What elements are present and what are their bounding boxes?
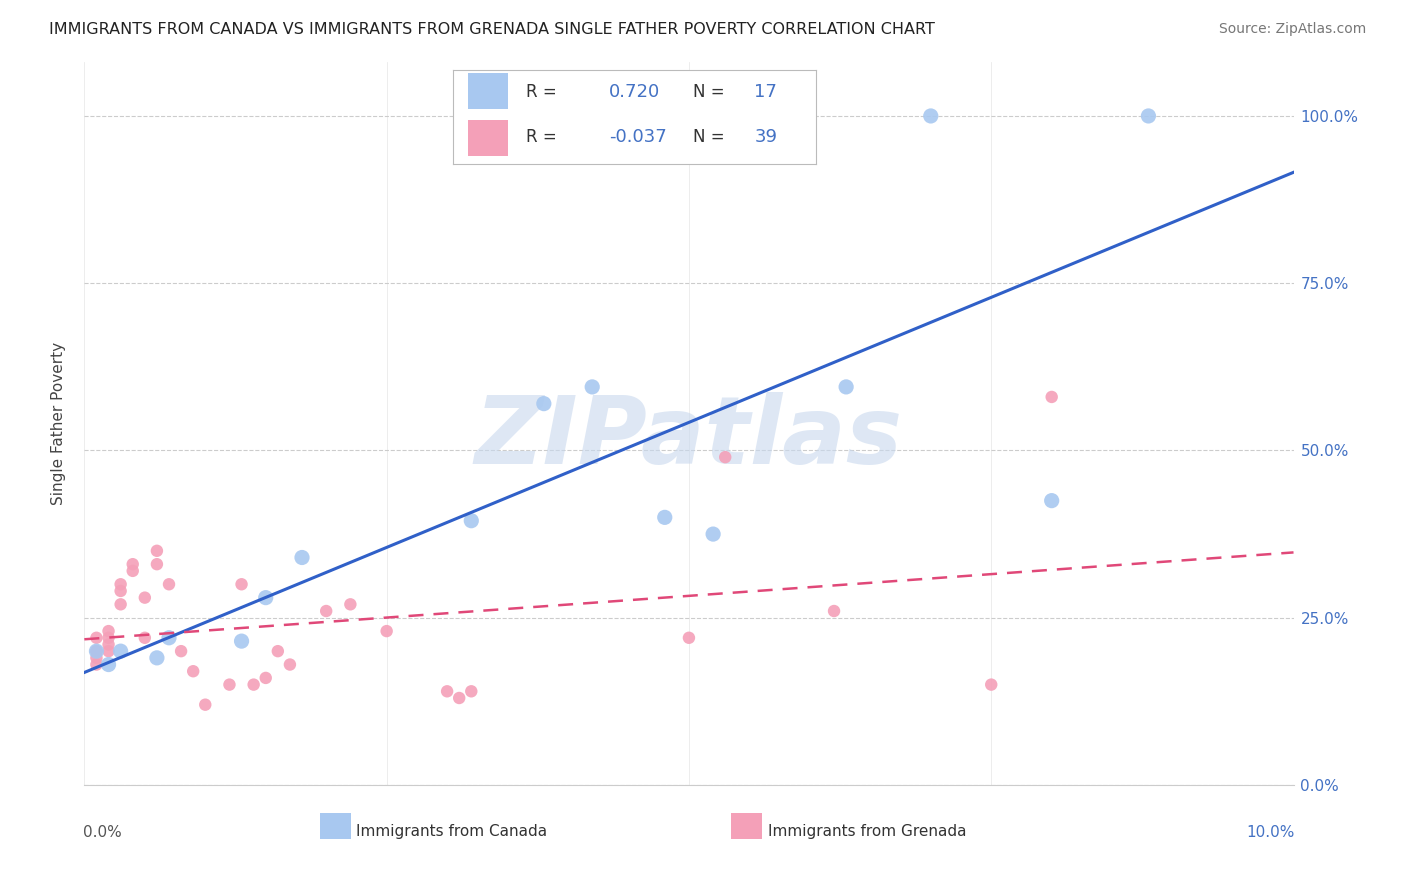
Point	[181, 664, 204, 679]
FancyBboxPatch shape	[731, 814, 762, 839]
Point	[146, 557, 169, 572]
Point	[242, 678, 264, 692]
Point	[678, 631, 700, 645]
Point	[339, 598, 361, 612]
Point	[254, 671, 277, 685]
Point	[86, 631, 108, 645]
Point	[920, 109, 942, 123]
Point	[449, 690, 471, 705]
Text: Immigrants from Canada: Immigrants from Canada	[357, 824, 547, 839]
Point	[97, 657, 120, 672]
Point	[97, 644, 120, 658]
Point	[121, 557, 143, 572]
Point	[1137, 109, 1160, 123]
Point	[146, 651, 169, 665]
Text: Source: ZipAtlas.com: Source: ZipAtlas.com	[1219, 22, 1367, 37]
FancyBboxPatch shape	[321, 814, 350, 839]
Point	[146, 544, 169, 558]
Text: 0.0%: 0.0%	[83, 825, 122, 839]
Point	[1040, 390, 1063, 404]
Point	[714, 450, 737, 464]
Point	[110, 584, 132, 599]
Point	[86, 644, 108, 658]
Point	[375, 624, 398, 639]
Point	[267, 644, 290, 658]
Point	[1040, 493, 1063, 508]
Point	[533, 396, 555, 410]
Point	[254, 591, 277, 605]
Point	[110, 598, 132, 612]
Point	[134, 631, 156, 645]
Text: Immigrants from Grenada: Immigrants from Grenada	[768, 824, 966, 839]
Text: ZIPatlas: ZIPatlas	[475, 392, 903, 484]
Point	[121, 564, 143, 578]
Point	[97, 631, 120, 645]
Point	[835, 380, 858, 394]
Point	[460, 684, 482, 698]
Point	[218, 678, 240, 692]
Point	[86, 651, 108, 665]
Point	[278, 657, 301, 672]
Point	[134, 591, 156, 605]
Point	[157, 631, 180, 645]
Point	[654, 510, 676, 524]
Point	[97, 624, 120, 639]
Text: IMMIGRANTS FROM CANADA VS IMMIGRANTS FROM GRENADA SINGLE FATHER POVERTY CORRELAT: IMMIGRANTS FROM CANADA VS IMMIGRANTS FRO…	[49, 22, 935, 37]
Point	[157, 577, 180, 591]
Point	[110, 577, 132, 591]
Point	[823, 604, 845, 618]
Point	[86, 644, 108, 658]
Point	[170, 644, 193, 658]
Point	[702, 527, 724, 541]
Point	[194, 698, 217, 712]
Point	[97, 637, 120, 651]
Text: 10.0%: 10.0%	[1246, 825, 1295, 839]
Point	[980, 678, 1002, 692]
Point	[460, 514, 482, 528]
Point	[86, 644, 108, 658]
Point	[231, 634, 253, 648]
Point	[315, 604, 337, 618]
Y-axis label: Single Father Poverty: Single Father Poverty	[51, 343, 66, 505]
Point	[291, 550, 314, 565]
Point	[581, 380, 603, 394]
Point	[110, 644, 132, 658]
Point	[231, 577, 253, 591]
Point	[86, 657, 108, 672]
Point	[436, 684, 458, 698]
